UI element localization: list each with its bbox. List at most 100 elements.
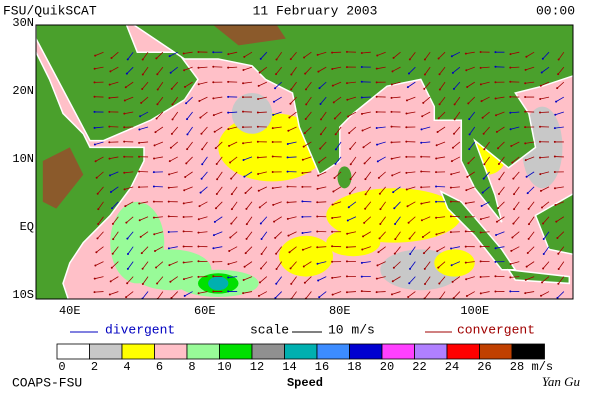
wind-arrow-head — [275, 58, 278, 61]
wind-arrow-head — [479, 292, 482, 295]
wind-arrow — [157, 291, 164, 299]
wind-arrow-head — [557, 73, 560, 76]
wind-arrow — [302, 171, 312, 174]
wind-arrow-head — [197, 260, 200, 263]
wind-arrow-head — [479, 260, 482, 263]
wind-arrow — [438, 51, 446, 59]
wind-arrow — [332, 66, 342, 70]
lat-label: 30N — [12, 16, 34, 30]
wind-arrow-head — [524, 126, 527, 129]
wind-arrow — [244, 171, 253, 178]
wind-arrow — [498, 171, 505, 180]
wind-arrow — [361, 111, 371, 115]
wind-arrow-head — [125, 296, 128, 299]
wind-arrow-head — [126, 253, 129, 256]
wind-arrow — [243, 156, 253, 161]
wind-arrow-head — [540, 294, 543, 297]
wind-arrow — [525, 81, 535, 84]
wind-arrow-head — [435, 233, 438, 236]
wind-arrow — [172, 111, 179, 120]
wind-arrow — [480, 291, 490, 294]
wind-arrow-head — [197, 292, 200, 295]
wind-arrow-head — [345, 275, 348, 278]
wind-arrow-head — [124, 86, 127, 89]
wind-arrow-head — [494, 247, 497, 250]
wind-arrow — [186, 141, 193, 150]
wind-arrow-head — [319, 133, 322, 136]
wind-arrow — [201, 141, 208, 150]
wind-arrow-head — [495, 233, 498, 236]
wind-arrow — [110, 276, 119, 282]
lon-label: 80E — [329, 304, 351, 318]
wind-arrow-head — [168, 55, 171, 58]
wind-arrow — [305, 291, 312, 299]
wind-patch — [326, 229, 381, 257]
wind-arrow-head — [409, 267, 412, 270]
wind-arrow — [540, 81, 550, 87]
wind-arrow-head — [244, 192, 247, 195]
wind-arrow-head — [467, 162, 470, 165]
wind-arrow — [332, 216, 342, 219]
wind-arrow-head — [271, 140, 274, 143]
wind-arrow — [543, 231, 550, 240]
wind-arrow — [525, 156, 535, 161]
wind-arrow-head — [230, 222, 233, 225]
wind-arrow — [276, 261, 283, 270]
wind-arrow-head — [216, 178, 219, 181]
wind-arrow-head — [408, 58, 411, 61]
wind-arrow — [542, 51, 550, 60]
wind-arrow — [183, 66, 193, 71]
wind-arrow-head — [405, 171, 408, 174]
wind-arrow — [97, 231, 104, 239]
wind-arrow — [480, 231, 490, 233]
wind-arrow — [424, 66, 431, 75]
wind-arrow-head — [301, 248, 304, 251]
wind-arrow-head — [375, 291, 378, 294]
wind-arrow-head — [155, 117, 158, 120]
convergent-label: convergent — [457, 322, 535, 337]
wind-arrow — [557, 231, 565, 239]
wind-arrow — [258, 186, 268, 192]
wind-arrow-head — [109, 280, 112, 283]
wind-arrow-head — [242, 110, 245, 113]
wind-arrow-head — [390, 157, 393, 160]
wind-arrow-head — [257, 173, 260, 176]
wind-arrow-head — [405, 112, 408, 115]
wind-arrow — [243, 66, 253, 71]
wind-patch — [110, 201, 165, 284]
wind-arrow-head — [378, 192, 381, 195]
wind-arrow-head — [213, 130, 216, 133]
wind-arrow — [408, 216, 416, 224]
wind-arrow — [302, 231, 312, 234]
wind-arrow-head — [96, 192, 99, 195]
wind-arrow — [141, 246, 149, 254]
wind-arrow-head — [152, 200, 155, 203]
wind-arrow-head — [215, 192, 218, 195]
wind-arrow — [378, 171, 386, 179]
header-center: 11 February 2003 — [253, 3, 378, 18]
wind-arrow-head — [539, 97, 542, 100]
wind-arrow-head — [479, 66, 482, 69]
wind-arrow-head — [138, 170, 141, 173]
wind-arrow — [453, 126, 461, 135]
wind-arrow-head — [509, 66, 512, 69]
wind-arrow — [451, 156, 461, 162]
wind-arrow-head — [392, 56, 395, 59]
wind-arrow-head — [275, 268, 278, 271]
wind-arrow-head — [230, 177, 233, 180]
wind-arrow — [288, 231, 297, 237]
wind-arrow — [334, 111, 342, 119]
wind-arrow — [495, 111, 505, 116]
wind-arrow-head — [212, 65, 215, 68]
wind-arrow — [288, 126, 297, 132]
wind-arrow — [452, 66, 461, 74]
wind-arrow — [451, 171, 461, 175]
wind-arrow-head — [212, 290, 215, 293]
wind-arrow — [450, 186, 460, 189]
wind-arrow — [244, 51, 253, 58]
wind-arrow-head — [108, 293, 111, 296]
wind-arrow — [497, 201, 505, 209]
wind-arrow-head — [182, 52, 185, 55]
wind-arrow-head — [153, 157, 156, 160]
wind-arrow-head — [539, 111, 542, 114]
